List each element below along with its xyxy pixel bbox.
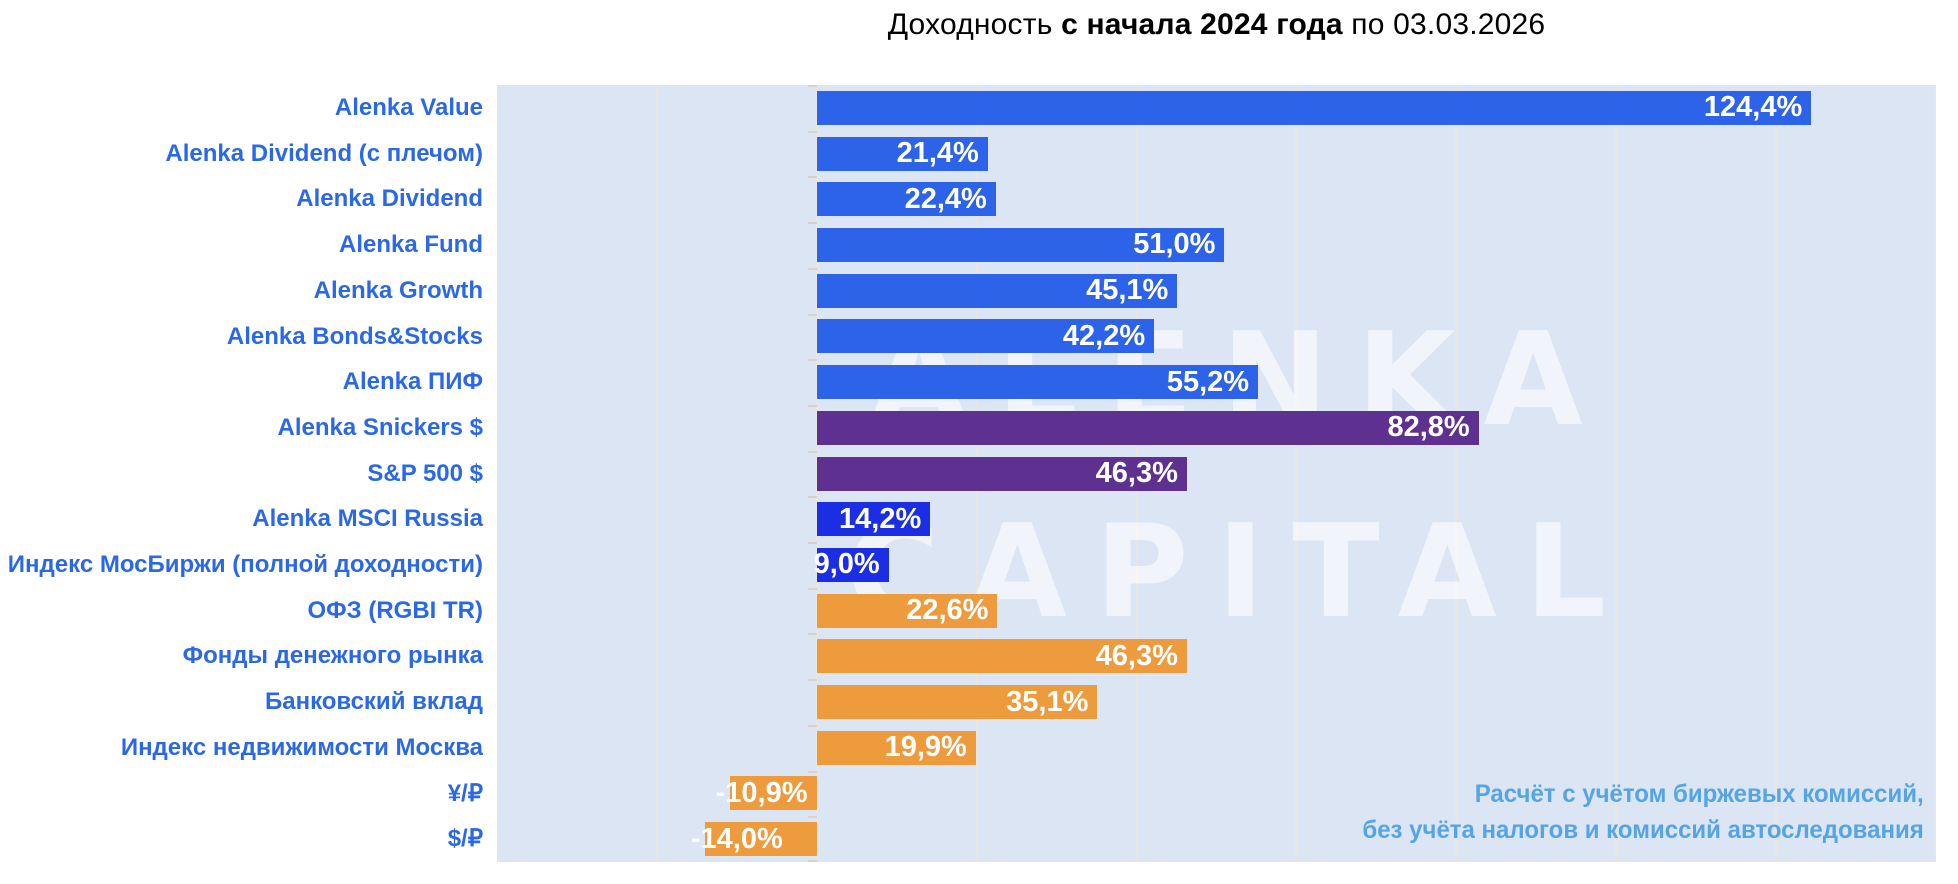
category-label: ОФЗ (RGBI TR) bbox=[307, 596, 484, 624]
axis-tick bbox=[807, 404, 817, 407]
bar: 51,0% bbox=[816, 227, 1225, 262]
axis-tick bbox=[807, 633, 817, 636]
gridline bbox=[1295, 85, 1298, 862]
bar-value-label: -10,9% bbox=[715, 776, 808, 809]
bar-value-label: 22,6% bbox=[906, 594, 989, 627]
category-label: $/₽ bbox=[447, 825, 483, 853]
gridline bbox=[1775, 85, 1778, 862]
footnote-line1: Расчёт с учётом биржевых комиссий, bbox=[1475, 780, 1924, 808]
axis-tick bbox=[807, 130, 817, 133]
bar-value-label: 35,1% bbox=[1006, 685, 1089, 718]
axis-tick bbox=[807, 724, 817, 727]
bar: 19,9% bbox=[816, 730, 976, 765]
bar-value-label: -14,0% bbox=[690, 822, 783, 855]
bar-value-label: 46,3% bbox=[1095, 639, 1178, 672]
axis-tick bbox=[807, 359, 817, 362]
bar: 42,2% bbox=[816, 319, 1155, 354]
axis-tick bbox=[807, 816, 817, 819]
axis-tick bbox=[807, 860, 817, 862]
bar-value-label: 42,2% bbox=[1062, 319, 1146, 352]
gridline bbox=[1935, 85, 1936, 862]
axis-tick bbox=[807, 222, 817, 225]
bar-value-label: 22,4% bbox=[904, 182, 987, 215]
bar-value-label: 14,2% bbox=[839, 502, 922, 535]
category-label: Alenka Growth bbox=[313, 276, 483, 304]
footnote: Расчёт с учётом биржевых комиссий, без у… bbox=[1363, 776, 1924, 848]
category-label: Alenka Fund bbox=[338, 231, 483, 259]
bar-value-label: 9,0% bbox=[813, 548, 880, 581]
category-label: Alenka Dividend (с плечом) bbox=[165, 139, 483, 167]
bar: 22,6% bbox=[816, 593, 998, 628]
category-label: Alenka MSCI Russia bbox=[252, 505, 483, 533]
chart-title: Доходность с начала 2024 года по 03.03.2… bbox=[497, 8, 1936, 42]
bar: 46,3% bbox=[816, 456, 1187, 491]
gridline bbox=[1455, 85, 1458, 862]
bar-value-label: 55,2% bbox=[1166, 365, 1250, 398]
chart-title-date: по 03.03.2026 bbox=[1342, 8, 1546, 41]
bar: 46,3% bbox=[816, 639, 1187, 674]
chart-title-prefix: Доходность bbox=[887, 8, 1062, 41]
bar-value-label: 46,3% bbox=[1095, 457, 1178, 489]
bar: 124,4% bbox=[816, 90, 1812, 125]
category-label: Alenka ПИФ bbox=[342, 368, 483, 396]
axis-tick bbox=[807, 450, 817, 453]
axis-tick bbox=[807, 496, 817, 499]
bar-value-label: 124,4% bbox=[1703, 91, 1803, 124]
bar: 45,1% bbox=[816, 273, 1178, 308]
category-label: Банковский вклад bbox=[264, 688, 483, 716]
category-label: Фонды денежного рынка bbox=[182, 642, 483, 670]
axis-tick bbox=[807, 679, 817, 682]
chart-title-period: с начала 2024 года bbox=[1061, 8, 1343, 41]
category-label: S&P 500 $ bbox=[367, 459, 483, 487]
axis-tick bbox=[807, 770, 817, 773]
footnote-line2: без учёта налогов и комиссий автоследова… bbox=[1362, 816, 1924, 844]
category-label: Индекс МосБиржи (полной доходности) bbox=[7, 551, 483, 579]
bar: 82,8% bbox=[816, 410, 1479, 445]
axis-tick bbox=[807, 85, 817, 87]
axis-tick bbox=[807, 176, 817, 179]
category-label: ¥/₽ bbox=[447, 779, 483, 807]
gridline bbox=[1615, 85, 1618, 862]
bar: 14,2% bbox=[816, 502, 931, 537]
axis-tick bbox=[807, 313, 817, 316]
bar: -14,0% bbox=[691, 822, 817, 857]
bar: 55,2% bbox=[816, 365, 1259, 400]
bar-value-label: 51,0% bbox=[1133, 228, 1216, 261]
bar: 35,1% bbox=[816, 685, 1098, 720]
axis-tick bbox=[807, 542, 817, 545]
gridline bbox=[655, 85, 658, 862]
bar-value-label: 21,4% bbox=[896, 137, 979, 170]
axis-tick bbox=[807, 587, 817, 590]
bar-value-label: 82,8% bbox=[1387, 411, 1470, 444]
axis-tick bbox=[807, 267, 817, 270]
category-label: Alenka Bonds&Stocks bbox=[226, 322, 483, 350]
bar: 22,4% bbox=[816, 182, 996, 217]
plot-area: ALENKA CAPITAL 124,4% 21,4% 22,4% 51,0% 45,1… bbox=[497, 85, 1936, 862]
bar-value-label: 45,1% bbox=[1086, 274, 1169, 307]
category-label: Alenka Dividend bbox=[296, 185, 483, 213]
category-label: Индекс недвижимости Москва bbox=[120, 733, 483, 761]
category-label: Alenka Value bbox=[334, 94, 483, 121]
category-label: Alenka Snickers $ bbox=[277, 413, 483, 441]
category-axis: Alenka Value Alenka Dividend (с плечом) Al… bbox=[0, 85, 483, 862]
bar-value-label: 19,9% bbox=[884, 731, 967, 764]
bar: 9,0% bbox=[813, 547, 889, 582]
bar: -10,9% bbox=[716, 776, 817, 811]
bar: 21,4% bbox=[816, 136, 988, 171]
